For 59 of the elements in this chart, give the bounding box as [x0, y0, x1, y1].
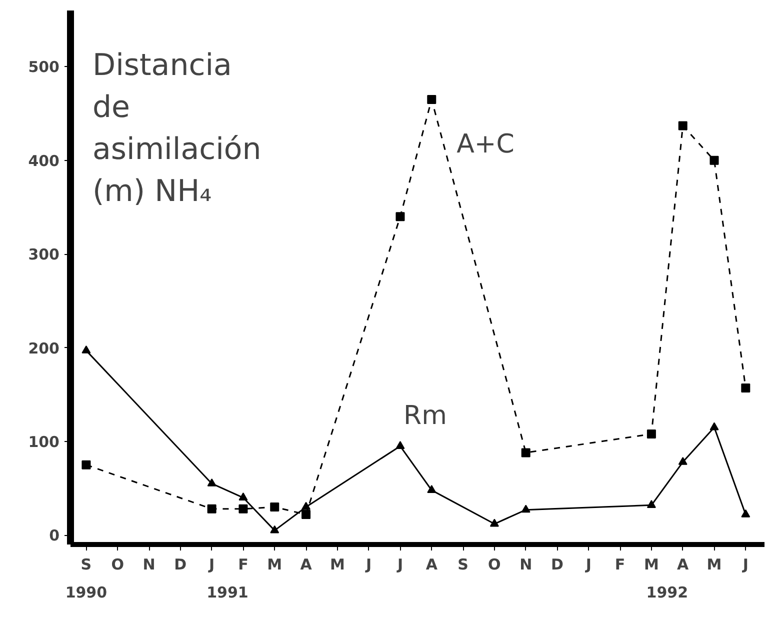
x-tick-label: A: [300, 556, 312, 574]
text: 1992: [646, 584, 688, 602]
y-tick-label: 300: [28, 246, 60, 264]
point: [270, 525, 280, 534]
point: [521, 448, 530, 458]
x-tick-label: S: [80, 556, 92, 574]
point: [678, 121, 688, 130]
point: [427, 95, 436, 104]
y-tick-label: 100: [28, 432, 60, 451]
point: [490, 518, 499, 527]
x-tick-label: N: [520, 556, 532, 574]
point: [741, 509, 750, 518]
series-label: Rm: [404, 401, 447, 432]
point: [646, 429, 656, 438]
x-tick-label: J: [742, 556, 748, 574]
point: [678, 456, 688, 465]
point: [710, 156, 719, 165]
point: [270, 502, 280, 512]
x-tick-label: A: [426, 556, 438, 574]
point: [521, 504, 530, 513]
point: [396, 212, 405, 222]
x-tick-label: J: [584, 556, 592, 574]
x-tick-label: M: [330, 556, 345, 574]
x-tick-label: J: [396, 556, 404, 574]
x-tick-label: F: [238, 556, 248, 574]
x-tick-label: D: [174, 556, 187, 574]
x-tick-label: M: [267, 556, 282, 574]
point: [302, 502, 311, 510]
y-tick-label: 0: [49, 526, 60, 545]
point: [741, 384, 750, 393]
point: [82, 460, 91, 470]
point: [427, 485, 436, 493]
x-tick-label: F: [614, 556, 626, 574]
point: [302, 510, 311, 520]
y-tick-label: 200: [28, 339, 60, 358]
y-tick-label: 500: [28, 58, 60, 76]
x-tick-label: M: [706, 556, 722, 574]
x-tick-label: O: [488, 556, 501, 574]
point: [710, 422, 719, 430]
series-label: A+C: [456, 130, 514, 160]
text: 1990: [65, 584, 108, 602]
x-tick-label: N: [142, 556, 156, 574]
point: [238, 492, 248, 500]
point: [207, 504, 216, 514]
x-tick-label: O: [111, 556, 124, 574]
text: 1991: [206, 584, 248, 602]
x-tick-label: A: [677, 556, 690, 574]
x-tick-label: D: [551, 556, 564, 574]
x-tick-label: J: [208, 556, 215, 574]
point: [396, 441, 405, 449]
point: [82, 345, 91, 354]
point: [207, 478, 216, 486]
y-tick-label: 400: [28, 152, 60, 170]
point: [646, 500, 656, 508]
text: Distancia de asimilación (m) NH₄: [92, 48, 262, 209]
x-tick-label: M: [644, 556, 659, 574]
x-tick-label: S: [458, 556, 468, 574]
x-tick-label: J: [365, 556, 372, 574]
point: [238, 504, 248, 514]
